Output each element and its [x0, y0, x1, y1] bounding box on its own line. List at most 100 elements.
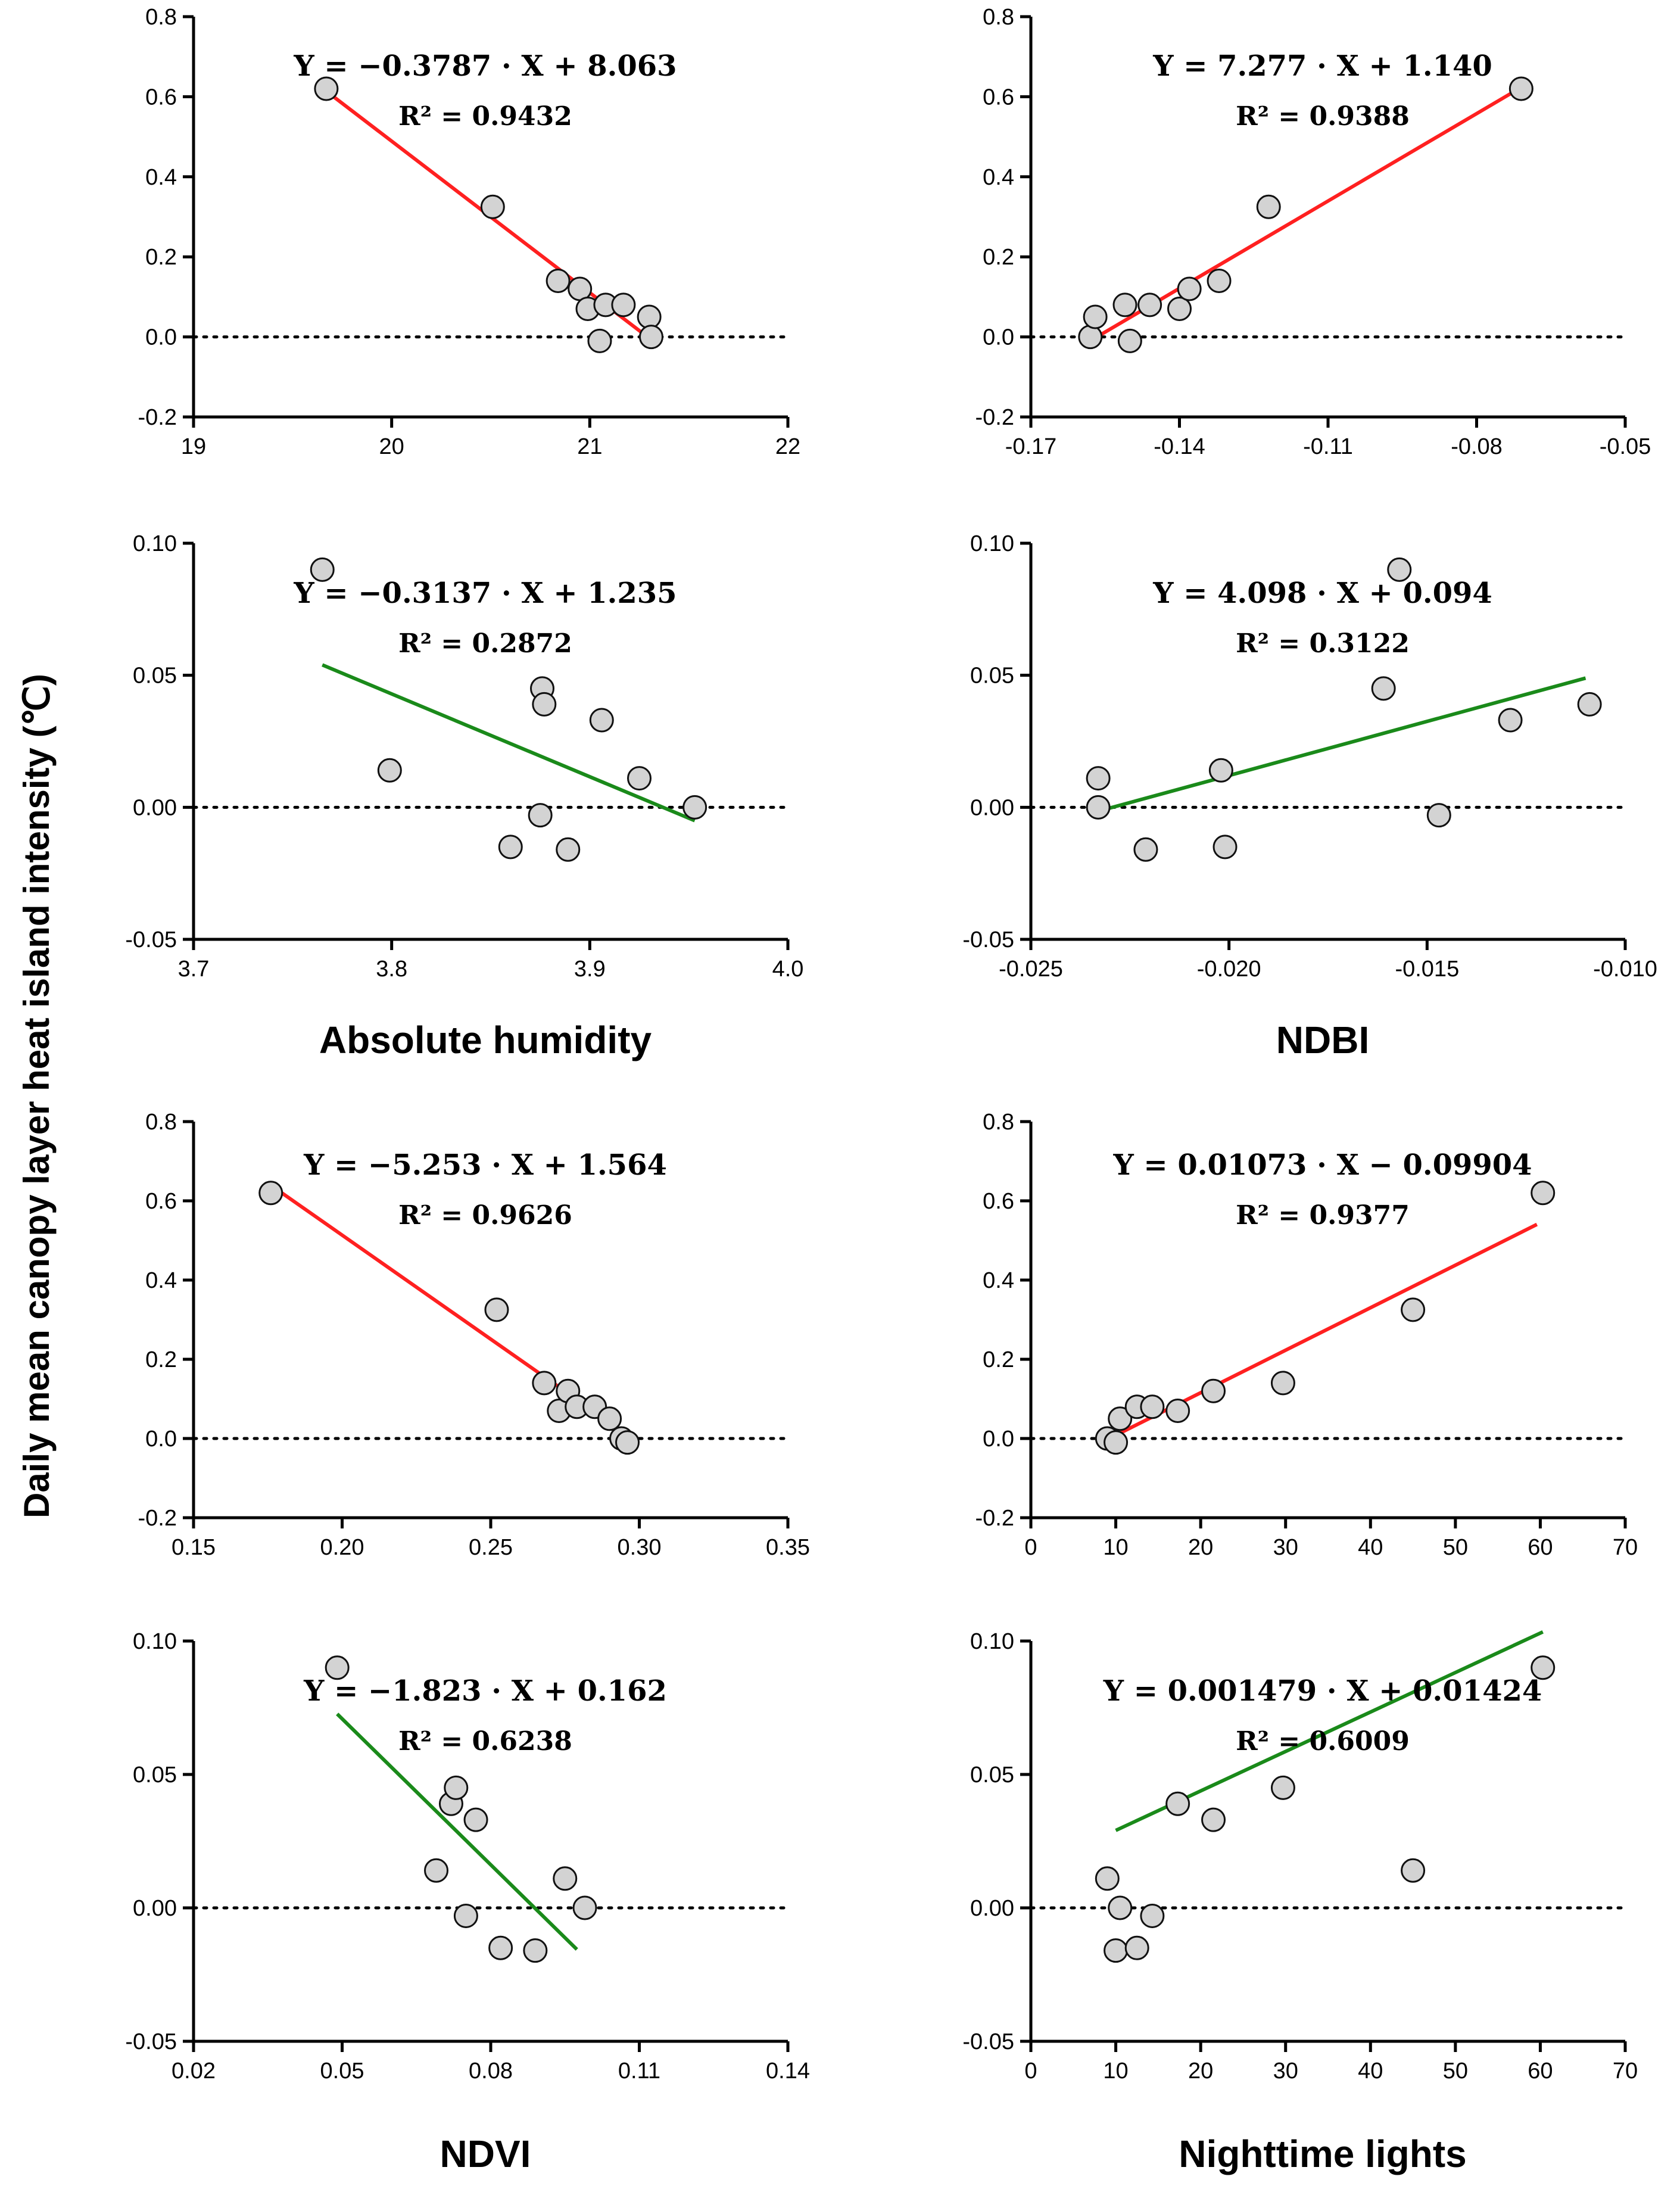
data-point[interactable]	[1117, 328, 1142, 353]
x-axis-label: NDBI	[1276, 1019, 1369, 1061]
data-point[interactable]	[1108, 1895, 1133, 1920]
data-point[interactable]	[1133, 837, 1158, 862]
y-tick-label: 0.6	[983, 1189, 1014, 1214]
data-point[interactable]	[572, 1895, 597, 1920]
data-point[interactable]	[310, 557, 335, 582]
y-tick-label: 0.6	[983, 85, 1014, 110]
data-point[interactable]	[587, 328, 612, 353]
data-point[interactable]	[1201, 1807, 1226, 1832]
data-point[interactable]	[1083, 304, 1108, 329]
y-tick-label: 0.05	[970, 664, 1014, 689]
data-point[interactable]	[1577, 692, 1602, 717]
data-point[interactable]	[377, 758, 402, 783]
panel-ndvi-top: -0.2 0.0 0.2 0.4 0.6 0.8 0.15 0.20 0.25 0.30 0.35 Y…	[138, 1110, 810, 1560]
y-tick-label: -0.2	[138, 1506, 177, 1531]
data-point[interactable]	[682, 795, 707, 820]
data-point[interactable]	[453, 1903, 478, 1928]
data-point[interactable]	[1140, 1394, 1165, 1419]
data-point[interactable]	[463, 1807, 488, 1832]
data-point[interactable]	[1201, 1378, 1226, 1403]
y-tick-label: -0.05	[962, 2029, 1014, 2054]
data-point[interactable]	[258, 1181, 283, 1206]
x-tick-label: -0.08	[1451, 434, 1503, 459]
data-point[interactable]	[1165, 1791, 1190, 1816]
data-point[interactable]	[1086, 795, 1111, 820]
data-point[interactable]	[488, 1935, 513, 1960]
data-point[interactable]	[1270, 1371, 1295, 1396]
data-point[interactable]	[498, 835, 523, 860]
x-tick-label: 40	[1358, 1535, 1383, 1560]
x-tick-label: 20	[1188, 2059, 1213, 2084]
data-point[interactable]	[1124, 1935, 1149, 1960]
x-axis-label: Nighttime lights	[1179, 2132, 1467, 2175]
r-squared-label: R² = 0.3122	[1236, 628, 1410, 659]
data-point[interactable]	[1207, 269, 1232, 294]
x-axis-label: Absolute humidity	[319, 1019, 652, 1061]
regression-equation: Y = 0.001479 · X + 0.01424	[1103, 1674, 1542, 1708]
data-point[interactable]	[1387, 557, 1412, 582]
data-point[interactable]	[424, 1858, 449, 1883]
panel-ndvi-bottom: -0.05 0.00 0.05 0.10 0.02 0.05 0.08 0.11 0.14 Y =…	[125, 1629, 810, 2175]
data-point[interactable]	[553, 1866, 578, 1891]
data-point[interactable]	[1256, 194, 1281, 219]
data-point[interactable]	[1104, 1938, 1129, 1963]
data-point[interactable]	[325, 1655, 350, 1680]
data-point[interactable]	[1208, 758, 1233, 783]
data-point[interactable]	[627, 766, 652, 791]
r-squared-label: R² = 0.9626	[398, 1200, 572, 1231]
data-point[interactable]	[611, 292, 636, 317]
data-point[interactable]	[480, 194, 505, 219]
data-point[interactable]	[1213, 835, 1238, 860]
panel-ntl-bottom: -0.05 0.00 0.05 0.10 0 10 20 30 40 50 60 70 Y = 0.00…	[962, 1629, 1638, 2175]
y-tick-label: 0.0	[145, 325, 177, 350]
data-point[interactable]	[1095, 1866, 1120, 1891]
data-point[interactable]	[314, 76, 339, 101]
data-point[interactable]	[638, 325, 663, 350]
data-point[interactable]	[546, 269, 571, 294]
data-point[interactable]	[1401, 1297, 1426, 1322]
x-tick-label: 0	[1024, 1535, 1037, 1560]
x-tick-label: 0.02	[172, 2059, 216, 2084]
regression-equation: Y = −5.253 · X + 1.564	[303, 1148, 667, 1182]
data-point[interactable]	[1108, 1406, 1133, 1431]
data-point[interactable]	[615, 1430, 640, 1455]
data-point[interactable]	[1508, 76, 1533, 101]
y-tick-label: -0.2	[975, 1506, 1014, 1531]
global-y-axis-label: Daily mean canopy layer heat island inte…	[17, 674, 57, 1518]
y-tick-label: 0.4	[983, 1268, 1014, 1293]
data-point[interactable]	[1165, 1398, 1190, 1423]
data-point[interactable]	[528, 803, 553, 828]
data-point[interactable]	[1371, 676, 1396, 701]
data-point[interactable]	[523, 1938, 548, 1963]
data-point[interactable]	[1167, 297, 1192, 322]
data-point[interactable]	[589, 708, 614, 733]
data-point[interactable]	[556, 837, 581, 862]
data-point[interactable]	[532, 1371, 557, 1396]
x-tick-label: 0.11	[618, 2059, 660, 2084]
data-point[interactable]	[444, 1775, 469, 1800]
data-point[interactable]	[1401, 1858, 1426, 1883]
x-tick-label: 0.30	[618, 1535, 662, 1560]
data-point[interactable]	[1112, 292, 1137, 317]
data-point[interactable]	[637, 304, 662, 329]
data-point[interactable]	[532, 692, 557, 717]
data-point[interactable]	[1426, 803, 1451, 828]
regression-equation: Y = 7.277 · X + 1.140	[1152, 49, 1492, 83]
data-point[interactable]	[1140, 1903, 1165, 1928]
data-point[interactable]	[1270, 1775, 1295, 1800]
panel-ah-top: -0.2 0.0 0.2 0.4 0.6 0.8 19 20 21 22 Y = −0.3787 ·…	[138, 5, 801, 459]
data-point[interactable]	[1531, 1655, 1556, 1680]
data-point[interactable]	[1531, 1181, 1556, 1206]
data-point[interactable]	[597, 1406, 622, 1431]
x-tick-label: 50	[1443, 2059, 1468, 2084]
data-point[interactable]	[1104, 1430, 1129, 1455]
y-tick-label: 0.05	[133, 664, 177, 689]
data-point[interactable]	[484, 1297, 509, 1322]
data-point[interactable]	[1137, 292, 1162, 317]
y-tick-label: 0.4	[145, 165, 177, 190]
r-squared-label: R² = 0.9377	[1236, 1200, 1410, 1231]
data-point[interactable]	[1078, 325, 1103, 350]
data-point[interactable]	[1086, 766, 1111, 791]
data-point[interactable]	[1177, 276, 1202, 301]
data-point[interactable]	[1498, 708, 1523, 733]
